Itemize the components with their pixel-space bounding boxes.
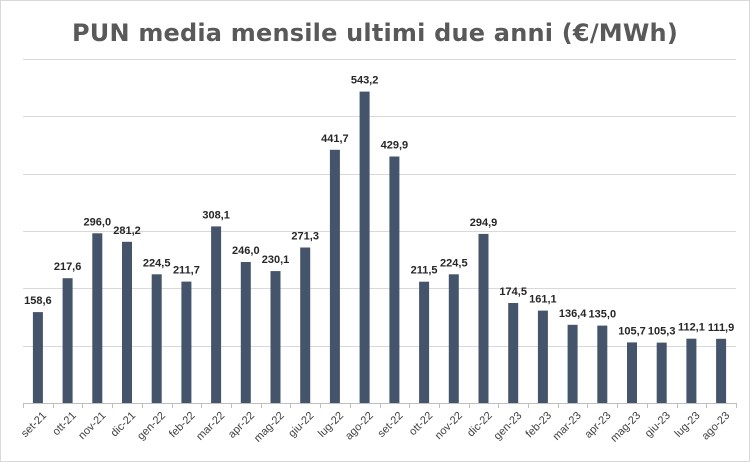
x-tick-label-lug-23: lug-23 [673, 410, 703, 440]
data-label-mag-22: 230,1 [262, 254, 290, 266]
bars [32, 91, 727, 403]
x-tick-label-ago-22: ago-22 [343, 410, 376, 443]
data-label-apr-22: 246,0 [232, 245, 260, 257]
data-label-giu-23: 105,3 [648, 326, 676, 338]
bar-nov-22 [448, 274, 459, 403]
x-tick-label-ott-22: ott-22 [407, 410, 435, 438]
bar-ott-21 [62, 278, 73, 403]
x-tick-label-giu-22: giu-22 [286, 410, 316, 440]
bar-nov-21 [92, 233, 103, 403]
data-label-dic-21: 281,2 [113, 225, 141, 237]
x-tick-label-mar-22: mar-22 [194, 410, 227, 443]
bar-mar-22 [211, 226, 222, 403]
bar-set-22 [389, 156, 400, 403]
bar-gen-22 [151, 274, 162, 403]
data-label-gen-22: 224,5 [143, 257, 171, 269]
data-label-lug-22: 441,7 [321, 133, 349, 145]
data-label-dic-22: 294,9 [470, 217, 498, 229]
data-label-ott-21: 217,6 [54, 261, 82, 273]
bar-apr-23 [597, 325, 608, 403]
bar-mar-23 [567, 324, 578, 403]
x-tick-label-ago-23: ago-23 [700, 410, 733, 443]
bar-dic-21 [122, 241, 132, 403]
x-tick-label-dic-21: dic-21 [109, 410, 139, 440]
bar-ago-22 [359, 91, 370, 403]
data-label-nov-21: 296,0 [84, 216, 112, 228]
bar-feb-23 [537, 310, 548, 403]
data-label-ago-22: 543,2 [351, 75, 379, 87]
x-tick-label-gen-23: gen-23 [492, 410, 525, 443]
bar-gen-23 [508, 303, 519, 403]
gridlines [23, 59, 736, 347]
bar-lug-23 [686, 338, 697, 403]
x-tick-label-mag-22: mag-22 [252, 410, 287, 445]
x-tick-label-gen-22: gen-22 [135, 410, 168, 443]
bar-set-21 [32, 312, 43, 403]
bar-ago-23 [716, 338, 727, 403]
chart-title: PUN media mensile ultimi due anni (€/MWh… [72, 19, 678, 47]
x-tick-label-lug-22: lug-22 [316, 410, 346, 440]
data-labels: 158,6217,6296,0281,2224,5211,7308,1246,0… [24, 75, 734, 338]
x-tick-label-set-21: set-21 [19, 410, 49, 440]
data-label-mag-23: 105,7 [618, 325, 646, 337]
data-label-mar-22: 308,1 [202, 209, 230, 221]
data-label-ott-22: 211,5 [411, 265, 438, 277]
x-tick-label-feb-23: feb-23 [524, 410, 555, 441]
data-label-apr-23: 135,0 [589, 309, 617, 321]
bar-mag-22 [270, 271, 281, 403]
data-label-feb-23: 161,1 [529, 294, 557, 306]
x-tick-label-nov-22: nov-22 [433, 410, 465, 442]
data-label-lug-23: 112,1 [678, 322, 705, 334]
data-label-feb-22: 211,7 [173, 265, 200, 277]
x-tick-label-giu-23: giu-23 [643, 410, 673, 440]
x-tick-label-ott-21: ott-21 [50, 410, 78, 438]
bar-dic-22 [478, 233, 489, 403]
data-label-mar-23: 136,4 [559, 308, 587, 320]
x-tick-label-nov-21: nov-21 [76, 410, 108, 442]
bar-ott-22 [419, 281, 430, 403]
data-label-gen-23: 174,5 [499, 286, 527, 298]
bar-giu-22 [300, 247, 311, 403]
bar-feb-22 [181, 281, 192, 403]
x-tick-label-dic-22: dic-22 [465, 410, 495, 440]
bar-giu-23 [656, 342, 667, 403]
data-label-nov-22: 224,5 [440, 257, 468, 269]
x-tick-label-set-22: set-22 [376, 410, 406, 440]
bar-lug-22 [329, 149, 340, 403]
bar-mag-23 [627, 342, 637, 403]
data-label-set-22: 429,9 [381, 140, 409, 152]
bar-apr-22 [240, 262, 251, 403]
x-tick-label-feb-22: feb-22 [167, 410, 198, 441]
data-label-giu-22: 271,3 [291, 231, 319, 243]
data-label-ago-23: 111,9 [708, 322, 734, 334]
data-label-set-21: 158,6 [24, 295, 52, 307]
x-tick-label-mag-23: mag-23 [608, 410, 643, 445]
x-tick-label-mar-23: mar-23 [551, 410, 584, 443]
